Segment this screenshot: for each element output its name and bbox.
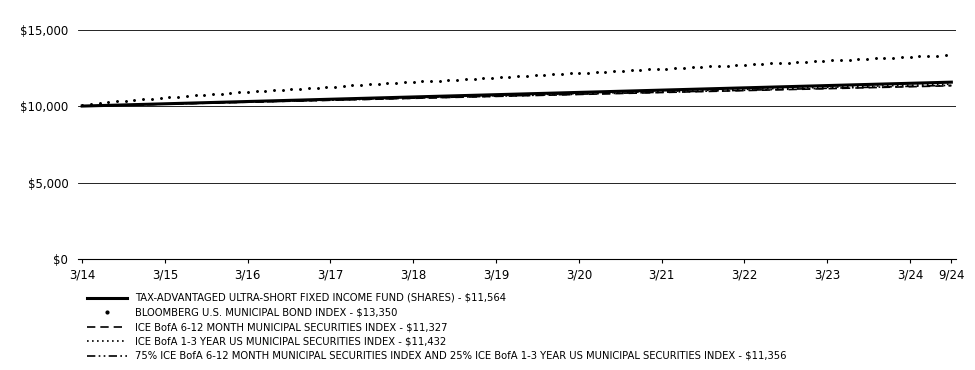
Legend: TAX-ADVANTAGED ULTRA-SHORT FIXED INCOME FUND (SHARES) - $11,564, BLOOMBERG U.S. : TAX-ADVANTAGED ULTRA-SHORT FIXED INCOME … [83, 289, 791, 365]
